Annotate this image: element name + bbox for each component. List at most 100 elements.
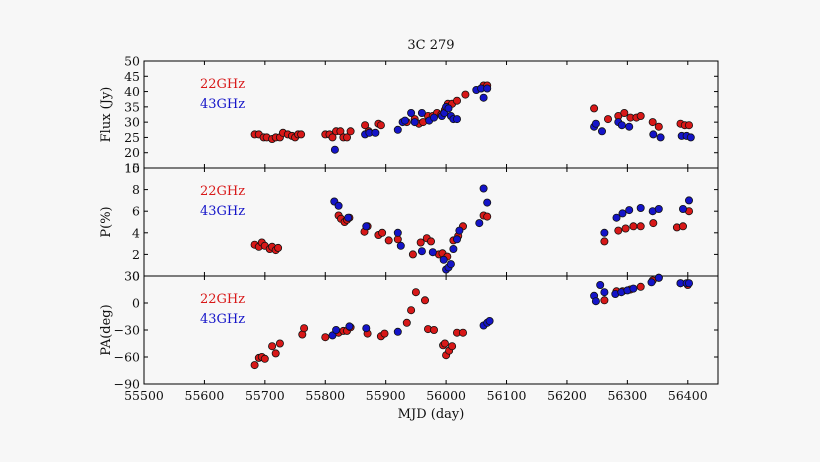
- y-tick-label: 0: [132, 296, 140, 311]
- chart-title: 3C 279: [407, 38, 454, 53]
- y-axis-label: PA(deg): [99, 304, 114, 355]
- data-point-22ghz: [620, 109, 629, 118]
- data-point-22ghz: [346, 127, 355, 136]
- y-tick-label: −30: [114, 323, 140, 338]
- data-point-22ghz: [275, 339, 284, 348]
- data-point-22ghz: [629, 222, 638, 231]
- x-tick-label: 55600: [185, 388, 225, 403]
- data-point-22ghz: [636, 282, 645, 291]
- data-point-22ghz: [679, 222, 688, 231]
- data-point-22ghz: [621, 224, 630, 233]
- data-point-43ghz: [417, 247, 426, 256]
- data-point-43ghz: [625, 206, 634, 215]
- y-tick-label: 4: [132, 225, 140, 240]
- data-point-22ghz: [448, 342, 457, 351]
- y-axis-label: P(%): [99, 206, 114, 237]
- data-point-43ghz: [429, 113, 438, 122]
- data-point-22ghz: [328, 133, 337, 142]
- data-point-43ghz: [600, 288, 609, 297]
- data-point-22ghz: [636, 222, 645, 231]
- data-point-22ghz: [380, 329, 389, 338]
- x-tick-label: 56000: [426, 388, 466, 403]
- data-point-43ghz: [485, 316, 494, 325]
- data-point-43ghz: [598, 127, 607, 136]
- data-point-43ghz: [483, 198, 492, 207]
- data-point-43ghz: [600, 228, 609, 237]
- data-point-43ghz: [625, 122, 634, 131]
- data-point-43ghz: [334, 201, 343, 210]
- y-tick-label: 50: [124, 54, 140, 69]
- data-point-43ghz: [685, 196, 694, 205]
- data-point-43ghz: [446, 260, 455, 269]
- x-tick-label: 55500: [124, 388, 164, 403]
- data-point-43ghz: [479, 93, 488, 102]
- data-point-22ghz: [250, 361, 259, 370]
- data-point-43ghz: [618, 209, 627, 218]
- data-point-43ghz: [344, 213, 353, 222]
- data-point-43ghz: [332, 325, 341, 334]
- legend-entry-43ghz: 43GHz: [200, 204, 245, 219]
- data-point-22ghz: [426, 237, 435, 246]
- x-tick-label: 56200: [547, 388, 587, 403]
- y-tick-label: 30: [124, 115, 140, 130]
- data-point-22ghz: [429, 325, 438, 334]
- data-point-22ghz: [402, 318, 411, 327]
- data-point-43ghz: [656, 133, 665, 142]
- data-point-43ghz: [410, 118, 419, 127]
- data-point-43ghz: [452, 235, 461, 244]
- y-axis-label: Flux (Jy): [99, 87, 114, 143]
- y-tick-label: 40: [124, 84, 140, 99]
- data-point-22ghz: [268, 342, 277, 351]
- x-tick-label: 56400: [668, 388, 708, 403]
- legend-entry-22ghz: 22GHz: [200, 77, 245, 92]
- data-point-43ghz: [617, 121, 626, 130]
- data-point-43ghz: [345, 322, 354, 331]
- data-point-43ghz: [479, 184, 488, 193]
- data-point-43ghz: [475, 219, 484, 228]
- x-tick-label: 55700: [245, 388, 285, 403]
- data-point-22ghz: [604, 115, 613, 124]
- y-tick-label: 10: [124, 161, 140, 176]
- data-point-43ghz: [362, 324, 371, 333]
- y-tick-label: 25: [124, 130, 140, 145]
- data-point-22ghz: [685, 121, 694, 130]
- data-point-43ghz: [444, 104, 453, 113]
- y-tick-label: 30: [124, 269, 140, 284]
- data-point-43ghz: [612, 213, 621, 222]
- data-point-22ghz: [636, 112, 645, 121]
- legend-entry-43ghz: 43GHz: [200, 97, 245, 112]
- data-point-22ghz: [271, 349, 280, 358]
- data-point-43ghz: [452, 115, 461, 124]
- data-point-43ghz: [400, 116, 409, 125]
- data-point-22ghz: [452, 96, 461, 105]
- data-point-22ghz: [648, 118, 657, 127]
- x-tick-label: 56100: [487, 388, 527, 403]
- data-point-43ghz: [393, 327, 402, 336]
- data-point-43ghz: [654, 204, 663, 213]
- data-point-43ghz: [396, 241, 405, 250]
- data-point-22ghz: [342, 133, 351, 142]
- y-tick-label: −60: [114, 350, 140, 365]
- data-point-43ghz: [328, 331, 337, 340]
- data-point-43ghz: [407, 109, 416, 118]
- data-point-22ghz: [361, 121, 370, 130]
- y-tick-label: −90: [114, 377, 140, 392]
- data-point-43ghz: [654, 273, 663, 282]
- data-point-43ghz: [686, 133, 695, 142]
- data-point-43ghz: [649, 130, 658, 139]
- x-tick-label: 56300: [607, 388, 647, 403]
- data-point-22ghz: [300, 324, 309, 333]
- data-point-43ghz: [417, 109, 426, 118]
- data-point-22ghz: [260, 354, 269, 363]
- data-point-22ghz: [654, 122, 663, 131]
- data-point-22ghz: [420, 296, 429, 305]
- data-point-22ghz: [407, 306, 416, 315]
- y-tick-label: 2: [132, 247, 140, 262]
- data-point-43ghz: [591, 119, 600, 128]
- legend-entry-43ghz: 43GHz: [200, 312, 245, 327]
- data-point-22ghz: [378, 228, 387, 237]
- data-point-43ghz: [362, 222, 371, 231]
